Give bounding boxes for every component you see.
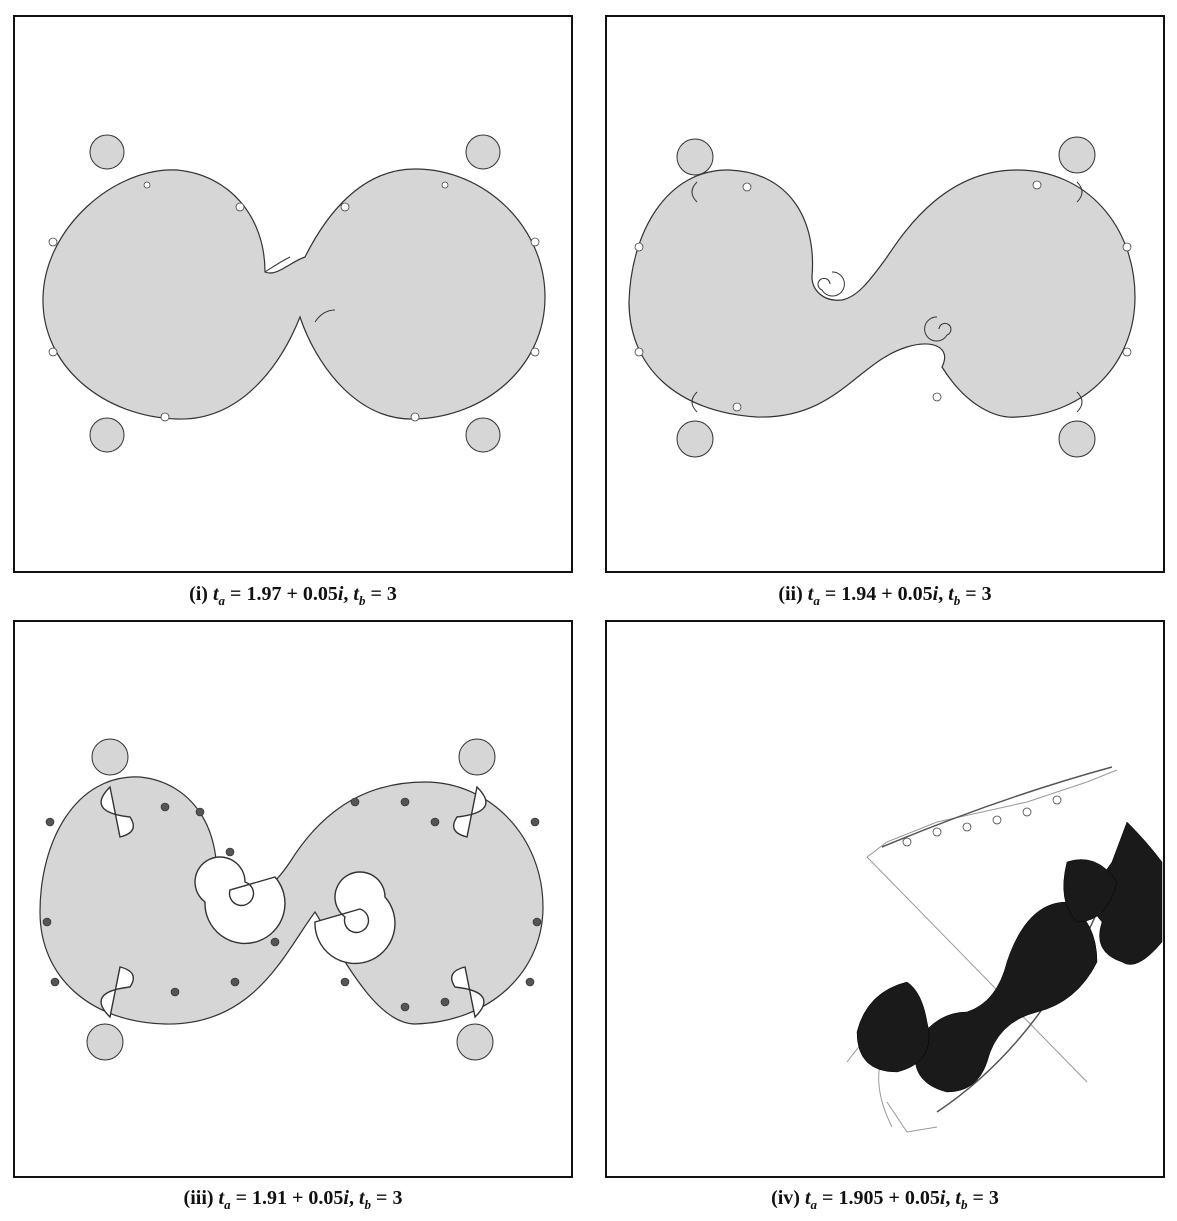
limit-set-panel-i <box>13 15 573 573</box>
t-symbol: t <box>807 583 814 605</box>
comma: , <box>343 583 349 605</box>
imag-unit: i <box>939 1187 946 1209</box>
t-symbol: t <box>212 583 219 605</box>
subscript-a: a <box>224 1197 231 1212</box>
subscript-a: a <box>810 1197 818 1212</box>
subscript-b: b <box>364 1197 372 1212</box>
caption-iii: (iii) ta = 1.91 + 0.05i, tb = 3 <box>13 1187 573 1213</box>
equals-sign: = <box>965 583 977 605</box>
caption-label: (ii) <box>778 583 803 605</box>
equals-sign: = <box>972 1187 984 1209</box>
caption-iv: (iv) ta = 1.905 + 0.05i, tb = 3 <box>605 1187 1165 1213</box>
subscript-b: b <box>358 593 366 608</box>
equals-sign: = <box>376 1187 388 1209</box>
ta-imag: 0.05 <box>897 583 933 605</box>
limit-set-body <box>42 168 546 420</box>
equals-sign: = <box>824 583 837 605</box>
subscript-a: a <box>218 593 226 608</box>
ta-imag: 0.05 <box>904 1187 940 1209</box>
ta-imag: 0.05 <box>302 583 338 605</box>
t-symbol: t <box>218 1187 225 1209</box>
subscript-b: b <box>953 593 961 608</box>
imag-unit: i <box>343 1187 349 1209</box>
comma: , <box>938 583 944 605</box>
subscript-a: a <box>813 593 820 608</box>
tb-value: 3 <box>988 1187 999 1209</box>
subscript-b: b <box>960 1197 968 1212</box>
equals-sign: = <box>230 583 242 605</box>
t-symbol: t <box>358 1187 365 1209</box>
limit-set-figure-iii <box>39 738 544 1061</box>
caption-label: (iv) <box>771 1187 800 1209</box>
caption-i: (i) ta = 1.97 + 0.05i, tb = 3 <box>13 583 573 609</box>
tb-value: 3 <box>981 583 992 605</box>
ta-real: 1.905 <box>838 1187 884 1209</box>
ta-real: 1.91 <box>252 1187 288 1209</box>
equals-sign: = <box>370 583 382 605</box>
t-symbol: t <box>948 583 954 605</box>
equals-sign: = <box>235 1187 248 1209</box>
limit-set-panel-ii <box>605 15 1165 573</box>
limit-set-figure-ii <box>628 136 1136 458</box>
comma: , <box>348 1187 354 1209</box>
plus-sign: + <box>888 1187 900 1209</box>
equals-sign: = <box>822 1187 834 1209</box>
caption-label: (iii) <box>183 1187 214 1209</box>
limit-set-figure-i <box>42 134 546 453</box>
ta-real: 1.97 <box>246 583 282 605</box>
plus-sign: + <box>292 1187 304 1209</box>
ta-real: 1.94 <box>841 583 877 605</box>
t-symbol: t <box>804 1187 811 1209</box>
plus-sign: + <box>881 583 893 605</box>
limit-set-panel-iv <box>605 620 1165 1178</box>
caption-label: (i) <box>189 583 208 605</box>
t-symbol: t <box>353 583 359 605</box>
limit-set-body <box>628 169 1136 418</box>
ta-imag: 0.05 <box>308 1187 344 1209</box>
caption-ii: (ii) ta = 1.94 + 0.05i, tb = 3 <box>605 583 1165 609</box>
tb-value: 3 <box>386 583 397 605</box>
tb-value: 3 <box>392 1187 403 1209</box>
imag-unit: i <box>932 583 939 605</box>
limit-set-body <box>39 776 544 1025</box>
limit-set-panel-iii <box>13 620 573 1178</box>
imag-unit: i <box>337 583 344 605</box>
comma: , <box>945 1187 951 1209</box>
plus-sign: + <box>286 583 298 605</box>
limit-set-figure-iv <box>846 766 1163 1133</box>
t-symbol: t <box>955 1187 961 1209</box>
